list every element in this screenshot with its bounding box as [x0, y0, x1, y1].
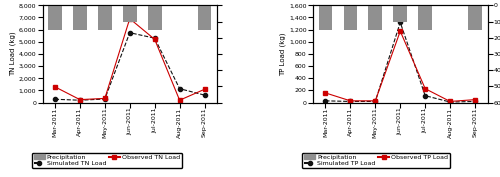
Bar	[318, 5, 332, 30]
Bar	[98, 5, 112, 30]
Bar	[123, 5, 136, 22]
Bar	[394, 5, 407, 22]
Y-axis label: TP Load (kg): TP Load (kg)	[280, 32, 286, 76]
Legend: Precipitation, Simulated TP Load, Observed TP Load: Precipitation, Simulated TP Load, Observ…	[302, 153, 450, 168]
Bar	[468, 5, 482, 30]
Bar	[368, 5, 382, 30]
Bar	[148, 5, 162, 30]
Bar	[198, 5, 211, 30]
Bar	[418, 5, 432, 30]
Bar	[344, 5, 357, 30]
Bar	[48, 5, 62, 30]
Legend: Precipitation, Simulated TN Load, Observed TN Load: Precipitation, Simulated TN Load, Observ…	[32, 153, 182, 168]
Y-axis label: TN Load (kg): TN Load (kg)	[10, 32, 16, 76]
Bar	[73, 5, 87, 30]
